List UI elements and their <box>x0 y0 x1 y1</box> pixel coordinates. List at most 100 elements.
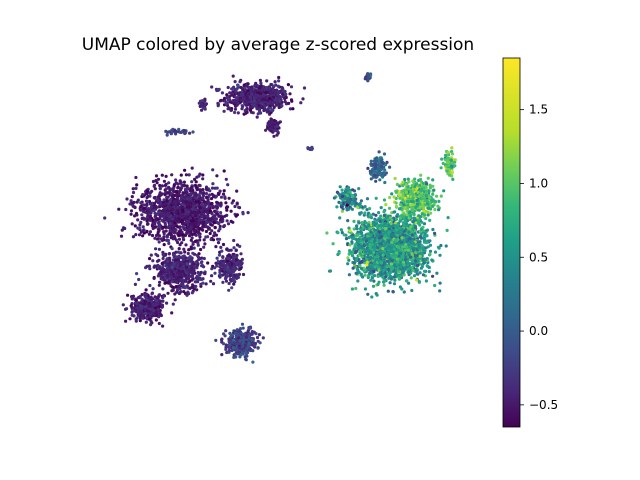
scatter-point <box>255 95 259 99</box>
scatter-point <box>248 95 252 100</box>
scatter-point <box>220 220 224 224</box>
scatter-point <box>133 282 137 286</box>
scatter-point <box>158 191 162 195</box>
scatter-point <box>218 189 222 193</box>
scatter-point <box>151 259 155 263</box>
scatter-point <box>135 272 139 276</box>
scatter-point <box>135 301 139 306</box>
scatter-point <box>269 82 273 87</box>
scatter-point <box>170 187 174 191</box>
scatter-point <box>154 174 159 178</box>
scatter-point <box>178 179 182 183</box>
scatter-point <box>224 201 228 205</box>
scatter-point <box>191 207 195 211</box>
scatter-point <box>149 253 153 257</box>
scatter-point <box>185 191 189 195</box>
scatter-point <box>438 281 442 285</box>
scatter-point <box>148 283 152 288</box>
scatter-point <box>164 277 168 281</box>
scatter-point <box>234 261 238 266</box>
scatter-point <box>209 197 214 201</box>
scatter-point <box>170 265 174 269</box>
scatter-point <box>179 173 183 177</box>
scatter-point <box>156 198 160 202</box>
scatter-point <box>239 252 243 256</box>
scatter-point <box>139 230 143 234</box>
scatter-point <box>218 224 222 228</box>
scatter-point <box>213 225 217 230</box>
scatter-point <box>153 201 157 205</box>
scatter-point <box>179 275 183 279</box>
scatter-point <box>220 249 224 253</box>
scatter-point <box>181 258 185 262</box>
scatter-point <box>196 231 200 235</box>
scatter-point <box>148 267 152 271</box>
scatter-point <box>185 229 189 233</box>
scatter-point <box>172 234 176 239</box>
scatter-point <box>244 91 248 95</box>
scatter-point <box>200 108 204 112</box>
scatter-point <box>218 268 222 272</box>
scatter-point <box>152 275 156 280</box>
scatter-point <box>171 302 175 306</box>
scatter-point <box>167 252 171 256</box>
scatter-point <box>209 237 213 242</box>
scatter-point <box>241 212 245 216</box>
scatter-point <box>232 238 236 243</box>
scatter-point <box>188 131 192 135</box>
scatter-point <box>154 318 158 322</box>
scatter-point <box>213 271 217 275</box>
scatter-point <box>204 282 208 286</box>
scatter-point <box>206 261 210 265</box>
scatter-point <box>130 310 134 314</box>
scatter-point <box>134 298 138 302</box>
scatter-point <box>237 272 241 276</box>
scatter-point <box>201 173 205 177</box>
scatter-point <box>183 286 187 290</box>
scatter-point <box>190 180 194 184</box>
scatter-point <box>222 109 226 113</box>
scatter-point <box>269 117 273 121</box>
scatter-point <box>366 76 370 80</box>
scatter-point <box>222 342 226 346</box>
scatter-point <box>438 289 442 293</box>
scatter-point <box>194 207 198 212</box>
scatter-point <box>417 279 421 284</box>
scatter-point <box>222 189 226 193</box>
scatter-point <box>210 85 214 89</box>
scatter-point <box>154 225 158 229</box>
scatter-point <box>254 81 258 85</box>
scatter-point <box>200 191 204 195</box>
scatter-point <box>163 281 167 285</box>
scatter-point <box>154 233 159 238</box>
scatter-point <box>156 227 160 231</box>
scatter-point <box>128 317 132 321</box>
scatter-point <box>232 266 236 270</box>
scatter-point <box>166 281 170 285</box>
scatter-point <box>156 177 161 181</box>
scatter-point <box>368 207 372 211</box>
scatter-point <box>162 218 166 222</box>
scatter-point <box>205 188 209 192</box>
scatter-point <box>148 211 152 215</box>
scatter-point <box>160 261 164 266</box>
scatter-point <box>227 348 231 353</box>
scatter-point <box>191 251 195 255</box>
scatter-point <box>191 188 195 192</box>
scatter-point <box>266 99 270 103</box>
scatter-point <box>165 196 169 200</box>
scatter-point <box>227 281 231 286</box>
scatter-point <box>130 195 134 199</box>
scatter-point <box>148 307 152 311</box>
scatter-point <box>203 107 207 111</box>
scatter-point <box>162 213 166 217</box>
scatter-point <box>184 173 188 177</box>
scatter-point <box>346 262 350 266</box>
scatter-point <box>157 234 162 238</box>
scatter-point <box>162 243 166 247</box>
scatter-point <box>271 101 275 105</box>
scatter-point <box>148 257 152 261</box>
scatter-point <box>145 316 149 320</box>
scatter-point <box>178 243 182 247</box>
scatter-point <box>153 222 157 226</box>
